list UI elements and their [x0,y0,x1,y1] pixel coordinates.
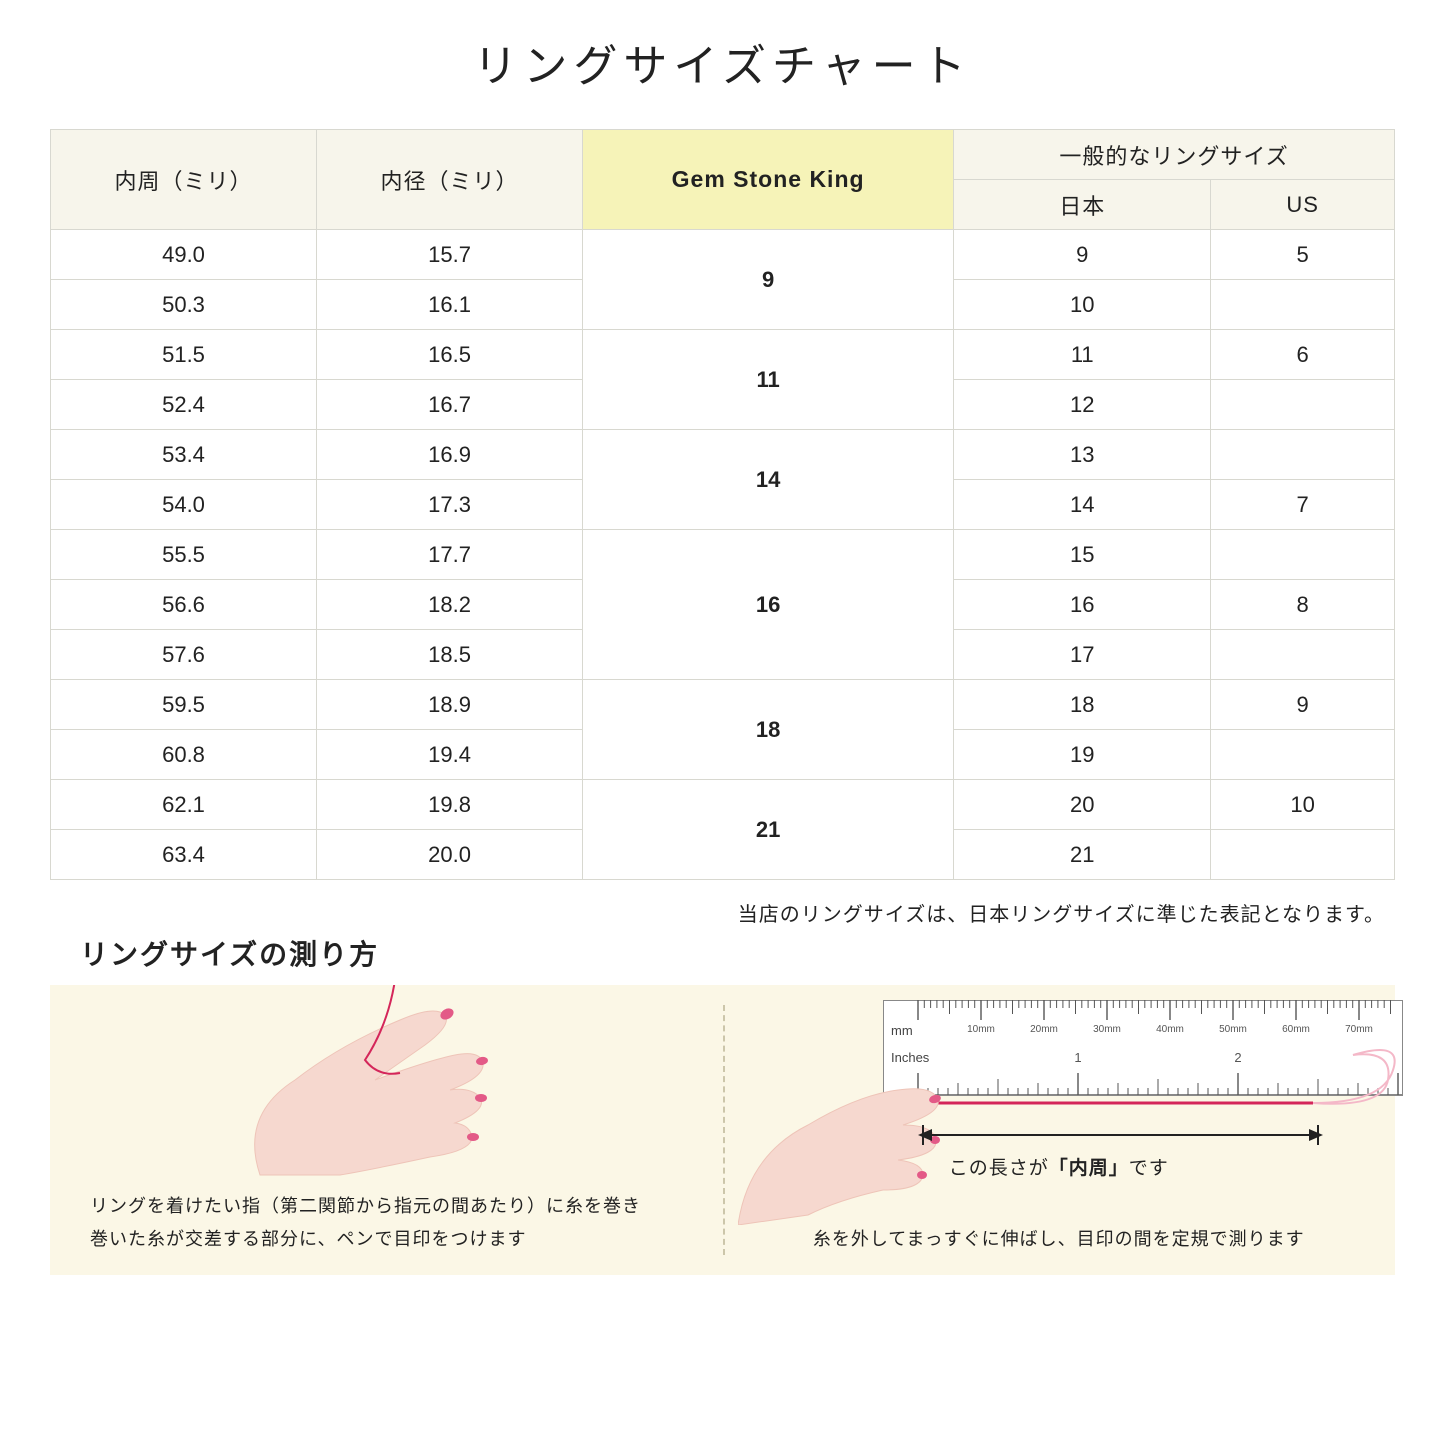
hand-wrap-icon [200,985,560,1185]
svg-text:10mm: 10mm [967,1024,995,1035]
size-chart-table: 内周（ミリ） 内径（ミリ） Gem Stone King 一般的なリングサイズ … [50,129,1395,880]
col-us: US [1211,180,1395,230]
howto-step-1: リングを着けたい指（第二関節から指元の間あたり）に糸を巻き 巻いた糸が交差する部… [50,985,723,1275]
gsk-size: 18 [583,680,954,780]
svg-text:70mm: 70mm [1345,1024,1373,1035]
table-row: 59.518.918189 [51,680,1395,730]
svg-text:30mm: 30mm [1093,1024,1121,1035]
gsk-size: 21 [583,780,954,880]
col-circumference: 内周（ミリ） [51,130,317,230]
col-diameter: 内径（ミリ） [317,130,583,230]
table-row: 53.416.91413 [51,430,1395,480]
table-row: 62.119.8212010 [51,780,1395,830]
size-note: 当店のリングサイズは、日本リングサイズに準じた表記となります。 [50,898,1385,927]
svg-text:mm: mm [891,1023,913,1038]
table-row: 51.516.511116 [51,330,1395,380]
ruler-icon: mm Inches 10mm20mm30mm40mm50mm60mm70mm 1… [883,1000,1403,1110]
col-japan: 日本 [954,180,1211,230]
gsk-size: 16 [583,530,954,680]
page-title: リングサイズチャート [50,30,1395,94]
svg-text:60mm: 60mm [1282,1024,1310,1035]
gsk-size: 9 [583,230,954,330]
col-general: 一般的なリングサイズ [954,130,1395,180]
gsk-size: 11 [583,330,954,430]
howto-panel: リングを着けたい指（第二関節から指元の間あたり）に糸を巻き 巻いた糸が交差する部… [50,985,1395,1275]
svg-text:20mm: 20mm [1030,1024,1058,1035]
howto-step-2: mm Inches 10mm20mm30mm40mm50mm60mm70mm 1… [723,985,1396,1275]
howto-caption-2: 糸を外してまっすぐに伸ばし、目印の間を定規で測ります [753,1223,1366,1255]
table-row: 55.517.71615 [51,530,1395,580]
svg-text:1: 1 [1074,1050,1081,1065]
svg-text:50mm: 50mm [1219,1024,1247,1035]
gsk-size: 14 [583,430,954,530]
svg-text:40mm: 40mm [1156,1024,1184,1035]
ruler-label: この長さが「内周」です [723,1153,1396,1180]
col-gsk: Gem Stone King [583,130,954,230]
howto-title: リングサイズの測り方 [80,933,1395,973]
svg-text:2: 2 [1234,1050,1241,1065]
howto-caption-1: リングを着けたい指（第二関節から指元の間あたり）に糸を巻き 巻いた糸が交差する部… [90,1190,683,1255]
table-row: 49.015.7995 [51,230,1395,280]
